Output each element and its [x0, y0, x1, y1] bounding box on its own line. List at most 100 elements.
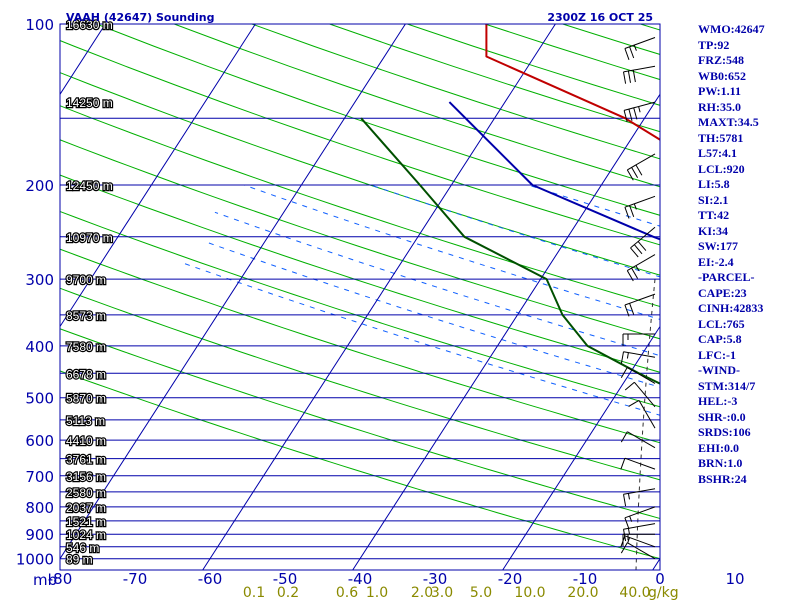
wind-barb: [623, 523, 656, 542]
series-dewpoint: [360, 117, 660, 385]
temperature-tick-label: -60: [198, 570, 223, 588]
wind-barb: [628, 399, 656, 429]
stat-item: BRN:1.0: [698, 456, 743, 470]
dry-adiabat: [60, 39, 660, 246]
temperature-tick-label: 10: [725, 570, 744, 588]
height-label: 7580 m: [66, 340, 106, 354]
height-label: 5113 m: [66, 414, 105, 428]
pressure-tick-label: 400: [25, 338, 54, 356]
isotherm: [502, 325, 660, 570]
stats-panel: WMO:42647 TP:92 FRZ:548 WB0:652 PW:1.11 RH:35…: [698, 22, 765, 487]
stat-item: -WIND-: [698, 363, 740, 377]
height-label: 1521 m: [66, 515, 106, 529]
wind-barb: [624, 381, 656, 408]
mixing-ratio-label: 3.0: [431, 585, 453, 600]
height-label: 3761 m: [66, 453, 106, 467]
pressure-tick-label: 500: [25, 390, 54, 408]
dry-adiabat: [60, 287, 660, 481]
pressure-tick-label: 100: [25, 16, 54, 34]
wind-barbs: [620, 37, 656, 560]
height-label: 89 m: [66, 553, 93, 567]
isotherm: [202, 24, 556, 570]
stat-item: PW:1.11: [698, 84, 742, 98]
stat-item: SW:177: [698, 239, 739, 253]
stat-item: CAP:5.8: [698, 332, 742, 346]
height-label: 546 m: [66, 541, 99, 555]
stat-item: TH:5781: [698, 130, 744, 145]
height-label: 1024 m: [66, 528, 106, 542]
wind-barb: [626, 153, 656, 181]
dry-adiabat: [60, 105, 660, 308]
grid-layer: [60, 24, 660, 570]
wind-barb: [624, 293, 656, 317]
isotherm: [60, 24, 406, 560]
mixing-ratio-label: 0.2: [277, 585, 299, 600]
stat-item: BSHR:24: [698, 471, 747, 486]
stat-item: RH:35.0: [698, 99, 741, 114]
mixing-ratio-unit: g/kg: [648, 585, 679, 600]
height-label: 12450 m: [66, 179, 113, 193]
stat-item: LCL:920: [698, 161, 745, 176]
wind-barb: [622, 333, 655, 346]
dry-adiabat: [60, 210, 660, 408]
stat-item: WB0:652: [698, 68, 746, 83]
dry-adiabat: [60, 72, 660, 276]
pressure-tick-label: 800: [25, 499, 54, 517]
wind-barb: [624, 506, 656, 530]
mixing-ratio-label: 5.0: [470, 585, 492, 600]
pressure-tick-label: 600: [25, 432, 54, 450]
stat-item: TP:92: [698, 37, 730, 52]
stat-item: LCL:765: [698, 316, 745, 331]
height-label: 3156 m: [66, 470, 106, 484]
mixing-ratio-label: 40.0: [619, 585, 650, 600]
stat-item: EHI:0.0: [698, 440, 740, 455]
temperature-tick-label: -10: [573, 570, 598, 588]
wind-barb: [620, 535, 656, 548]
wind-barb: [620, 431, 656, 449]
pressure-tick-label: 200: [25, 177, 54, 195]
wind-barb: [623, 101, 656, 123]
chart-time: 2300Z 16 OCT 25: [547, 11, 653, 24]
stat-item: L57:4.1: [698, 146, 737, 160]
stat-item: CAPE:23: [698, 285, 747, 300]
mixing-ratio-label: 10.0: [514, 585, 545, 600]
stat-item: FRZ:548: [698, 53, 744, 67]
isotherm: [352, 93, 660, 570]
stat-item: MAXT:34.5: [698, 115, 759, 129]
plot-frame: [59, 23, 661, 571]
temperature-tick-label: -20: [498, 570, 523, 588]
height-label: 2037 m: [66, 501, 106, 515]
dry-adiabat: [60, 174, 660, 373]
stat-item: SHR-:0.0: [698, 409, 746, 424]
dry-adiabat: [60, 248, 660, 444]
stat-item: KI:34: [698, 223, 728, 238]
stat-item: TT:42: [698, 208, 730, 222]
stat-item: LI:5.8: [698, 177, 730, 191]
isotherm: [60, 24, 256, 328]
mixing-ratio-label: 20.0: [567, 585, 598, 600]
height-label: 5870 m: [66, 392, 106, 406]
height-label: 16630 m: [66, 18, 113, 32]
pressure-tick-label: 300: [25, 271, 54, 289]
wind-barb: [623, 488, 656, 507]
mixing-ratio-label: 0.1: [243, 585, 265, 600]
stat-item: STM:314/7: [698, 378, 756, 393]
stat-item: SI:2.1: [698, 192, 729, 207]
pressure-unit-label: mb: [33, 571, 57, 589]
wind-barb: [624, 195, 656, 219]
wind-barb: [626, 254, 656, 282]
temperature-tick-label: 0: [655, 570, 665, 588]
height-label: 4410 m: [66, 434, 106, 448]
temperature-tick-label: -50: [273, 570, 298, 588]
stat-item: -PARCEL-: [698, 270, 755, 284]
series-layer: [360, 24, 660, 385]
moist-adiabat: [214, 211, 660, 357]
pressure-tick-label: 700: [25, 468, 54, 486]
wind-barb: [620, 366, 656, 384]
wind-barb: [620, 542, 656, 560]
mixing-ratio-line: [635, 279, 656, 570]
moist-adiabat: [183, 262, 660, 416]
stat-item: CINH:42833: [698, 301, 764, 315]
wind-barb: [630, 226, 656, 258]
